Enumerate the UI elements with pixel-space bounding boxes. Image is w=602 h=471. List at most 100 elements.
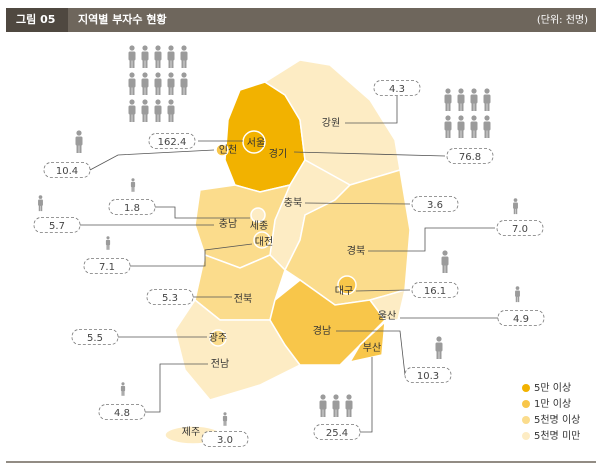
region-value: 3.6 (427, 200, 443, 211)
leader-line (130, 243, 253, 267)
person-icon (167, 72, 175, 95)
legend-dot (522, 432, 530, 440)
value-box (83, 258, 131, 274)
person-icon (120, 382, 126, 396)
region-value: 7.0 (512, 224, 528, 235)
leader-line (89, 149, 215, 171)
legend-dot (522, 384, 530, 392)
region-shape (368, 288, 407, 321)
region-shape (348, 320, 386, 364)
region-name: 경북 (347, 244, 365, 257)
person-icon (513, 198, 518, 215)
person-icon (128, 45, 136, 68)
person-icon (345, 394, 353, 417)
person-icon (444, 115, 452, 138)
value-box (404, 367, 452, 383)
person-icon (167, 99, 175, 122)
region-value: 16.1 (424, 286, 446, 297)
region-value: 4.8 (114, 408, 130, 419)
region-name: 충북 (284, 197, 302, 209)
region-name: 인천 (219, 144, 237, 156)
person-icon (141, 99, 149, 122)
leader-line (336, 330, 406, 376)
legend-dot (522, 400, 530, 408)
legend-label: 5만 이상 (534, 382, 571, 394)
region-shape (174, 298, 302, 401)
region-value: 4.3 (389, 84, 405, 95)
legend-label: 1만 이상 (534, 398, 571, 410)
value-box (497, 310, 545, 326)
person-icon (483, 88, 491, 111)
region-shape (242, 130, 266, 154)
region-name: 서울 (247, 137, 265, 149)
region-value: 3.0 (217, 435, 233, 446)
value-box (98, 404, 146, 420)
region-value: 5.5 (87, 333, 103, 344)
leader-line (155, 206, 250, 219)
value-box (411, 282, 459, 298)
value-box (71, 329, 119, 345)
region-value: 10.3 (417, 371, 439, 382)
person-icon (128, 99, 136, 122)
value-box (313, 424, 361, 440)
region-value: 76.8 (459, 152, 481, 163)
leader-line (345, 96, 398, 124)
region-name: 울산 (378, 310, 396, 322)
person-icon (435, 336, 443, 359)
person-icon (483, 115, 491, 138)
region-value: 25.4 (326, 428, 348, 439)
region-value: 5.7 (49, 221, 65, 232)
person-icon (457, 115, 465, 138)
region-name: 부산 (363, 342, 381, 354)
region-value: 1.8 (124, 203, 140, 214)
region-value: 5.3 (162, 293, 178, 304)
region-shape (337, 275, 357, 295)
value-box (446, 148, 494, 164)
leader-line (145, 363, 208, 413)
map-regions (164, 59, 411, 445)
legend-dot (522, 416, 530, 424)
value-box (146, 289, 194, 305)
region-value: 162.4 (158, 137, 187, 148)
region-name: 충남 (219, 218, 237, 230)
person-icon (154, 99, 162, 122)
region-value: 10.4 (56, 166, 78, 177)
region-name: 대구 (335, 285, 353, 297)
value-box (108, 199, 156, 215)
person-icon (319, 394, 327, 417)
header-figure-box (6, 8, 68, 32)
region-name: 광주 (209, 332, 227, 344)
person-icon (470, 88, 478, 111)
person-icon (130, 178, 136, 192)
legend-label: 5천명 이상 (534, 414, 580, 426)
person-icon (444, 88, 452, 111)
region-name: 경기 (269, 147, 287, 160)
person-icon (441, 250, 449, 273)
leader-lines (80, 96, 498, 433)
figure-number: 그림 05 (16, 13, 55, 26)
person-icon (128, 72, 136, 95)
leader-line (360, 357, 373, 433)
value-box (411, 196, 459, 212)
region-name: 경남 (313, 324, 331, 337)
region-name: 세종 (250, 220, 268, 232)
region-name: 전북 (234, 293, 252, 305)
region-shape (250, 207, 266, 223)
leader-line (304, 202, 411, 205)
region-name: 대전 (255, 236, 273, 248)
person-icon (332, 394, 340, 417)
person-icon (141, 72, 149, 95)
person-icon (515, 286, 520, 303)
header-bar (6, 8, 596, 32)
value-box (201, 431, 249, 447)
person-icon (38, 195, 43, 212)
person-icon (470, 115, 478, 138)
value-box (43, 162, 91, 178)
region-value: 7.1 (99, 262, 115, 273)
person-icon (180, 72, 188, 95)
region-shape (253, 231, 271, 249)
person-icon (75, 130, 83, 153)
person-icon (167, 45, 175, 68)
